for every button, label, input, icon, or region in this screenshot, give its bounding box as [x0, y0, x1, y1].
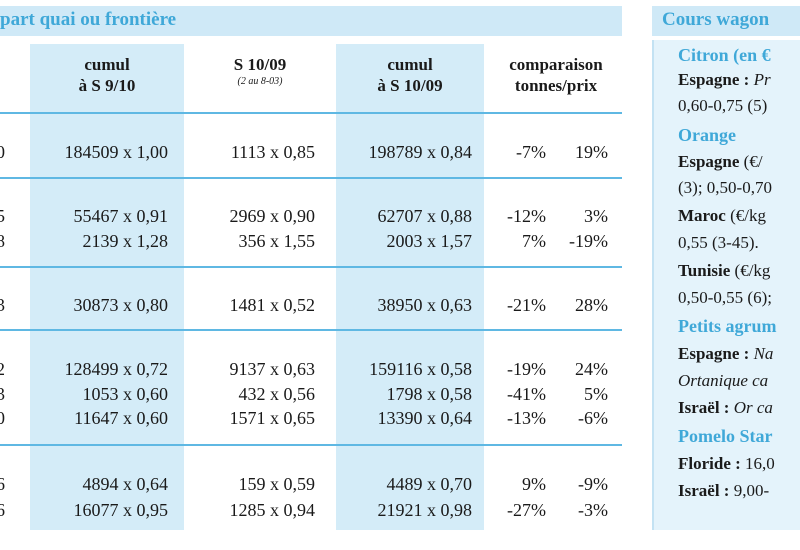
row-separator	[0, 266, 622, 268]
price-line: Tunisie (€/kg	[678, 261, 771, 280]
column-header-cumul-prev: cumul à S 9/10	[78, 55, 136, 95]
price-line: Floride : 16,0	[678, 454, 775, 473]
product-title-citron: Citron (en €	[678, 45, 771, 65]
column-header-cumul-current: cumul à S 10/09	[377, 55, 443, 95]
price-line: Israël : 9,00-	[678, 481, 770, 500]
cumul-column-shade-1	[30, 44, 184, 530]
price-line: Espagne : Na	[678, 344, 774, 363]
product-title-orange: Orange	[678, 125, 736, 145]
column-header-week: S 10/09 (2 au 8-03)	[233, 55, 287, 87]
price-line: (3); 0,50-0,70	[678, 178, 772, 197]
price-line: Espagne (€/	[678, 152, 763, 171]
price-line: 0,50-0,55 (6);	[678, 288, 772, 307]
cumul-column-shade-2	[336, 44, 484, 530]
price-line: 0,55 (3-45).	[678, 233, 759, 252]
product-title-pomelo: Pomelo Star	[678, 426, 773, 446]
product-title-petits-agrumes: Petits agrum	[678, 316, 777, 336]
table-header-title: part quai ou frontière	[0, 9, 177, 30]
import-table: part quai ou frontière cumul à S 9/10 S …	[0, 6, 622, 530]
price-line: Ortanique ca	[678, 371, 769, 390]
row-separator	[0, 177, 622, 179]
column-header-comparison: comparaison tonnes/prix	[509, 55, 603, 95]
panel-header-bar: Cours wagon	[652, 6, 800, 36]
price-line: 0,60-0,75 (5)	[678, 96, 768, 115]
row-separator	[0, 444, 622, 446]
table-header-bar: part quai ou frontière	[0, 6, 622, 36]
panel-header-title: Cours wagon	[662, 9, 770, 30]
panel-body: Citron (en € Espagne : Pr 0,60-0,75 (5) …	[652, 40, 800, 530]
price-line: Israël : Or ca	[678, 398, 773, 417]
row-separator	[0, 329, 622, 331]
price-line: Espagne : Pr	[678, 70, 771, 89]
row-separator	[0, 112, 622, 114]
wagon-prices-panel: Cours wagon Citron (en € Espagne : Pr 0,…	[652, 0, 800, 550]
price-line: Maroc (€/kg	[678, 206, 766, 225]
